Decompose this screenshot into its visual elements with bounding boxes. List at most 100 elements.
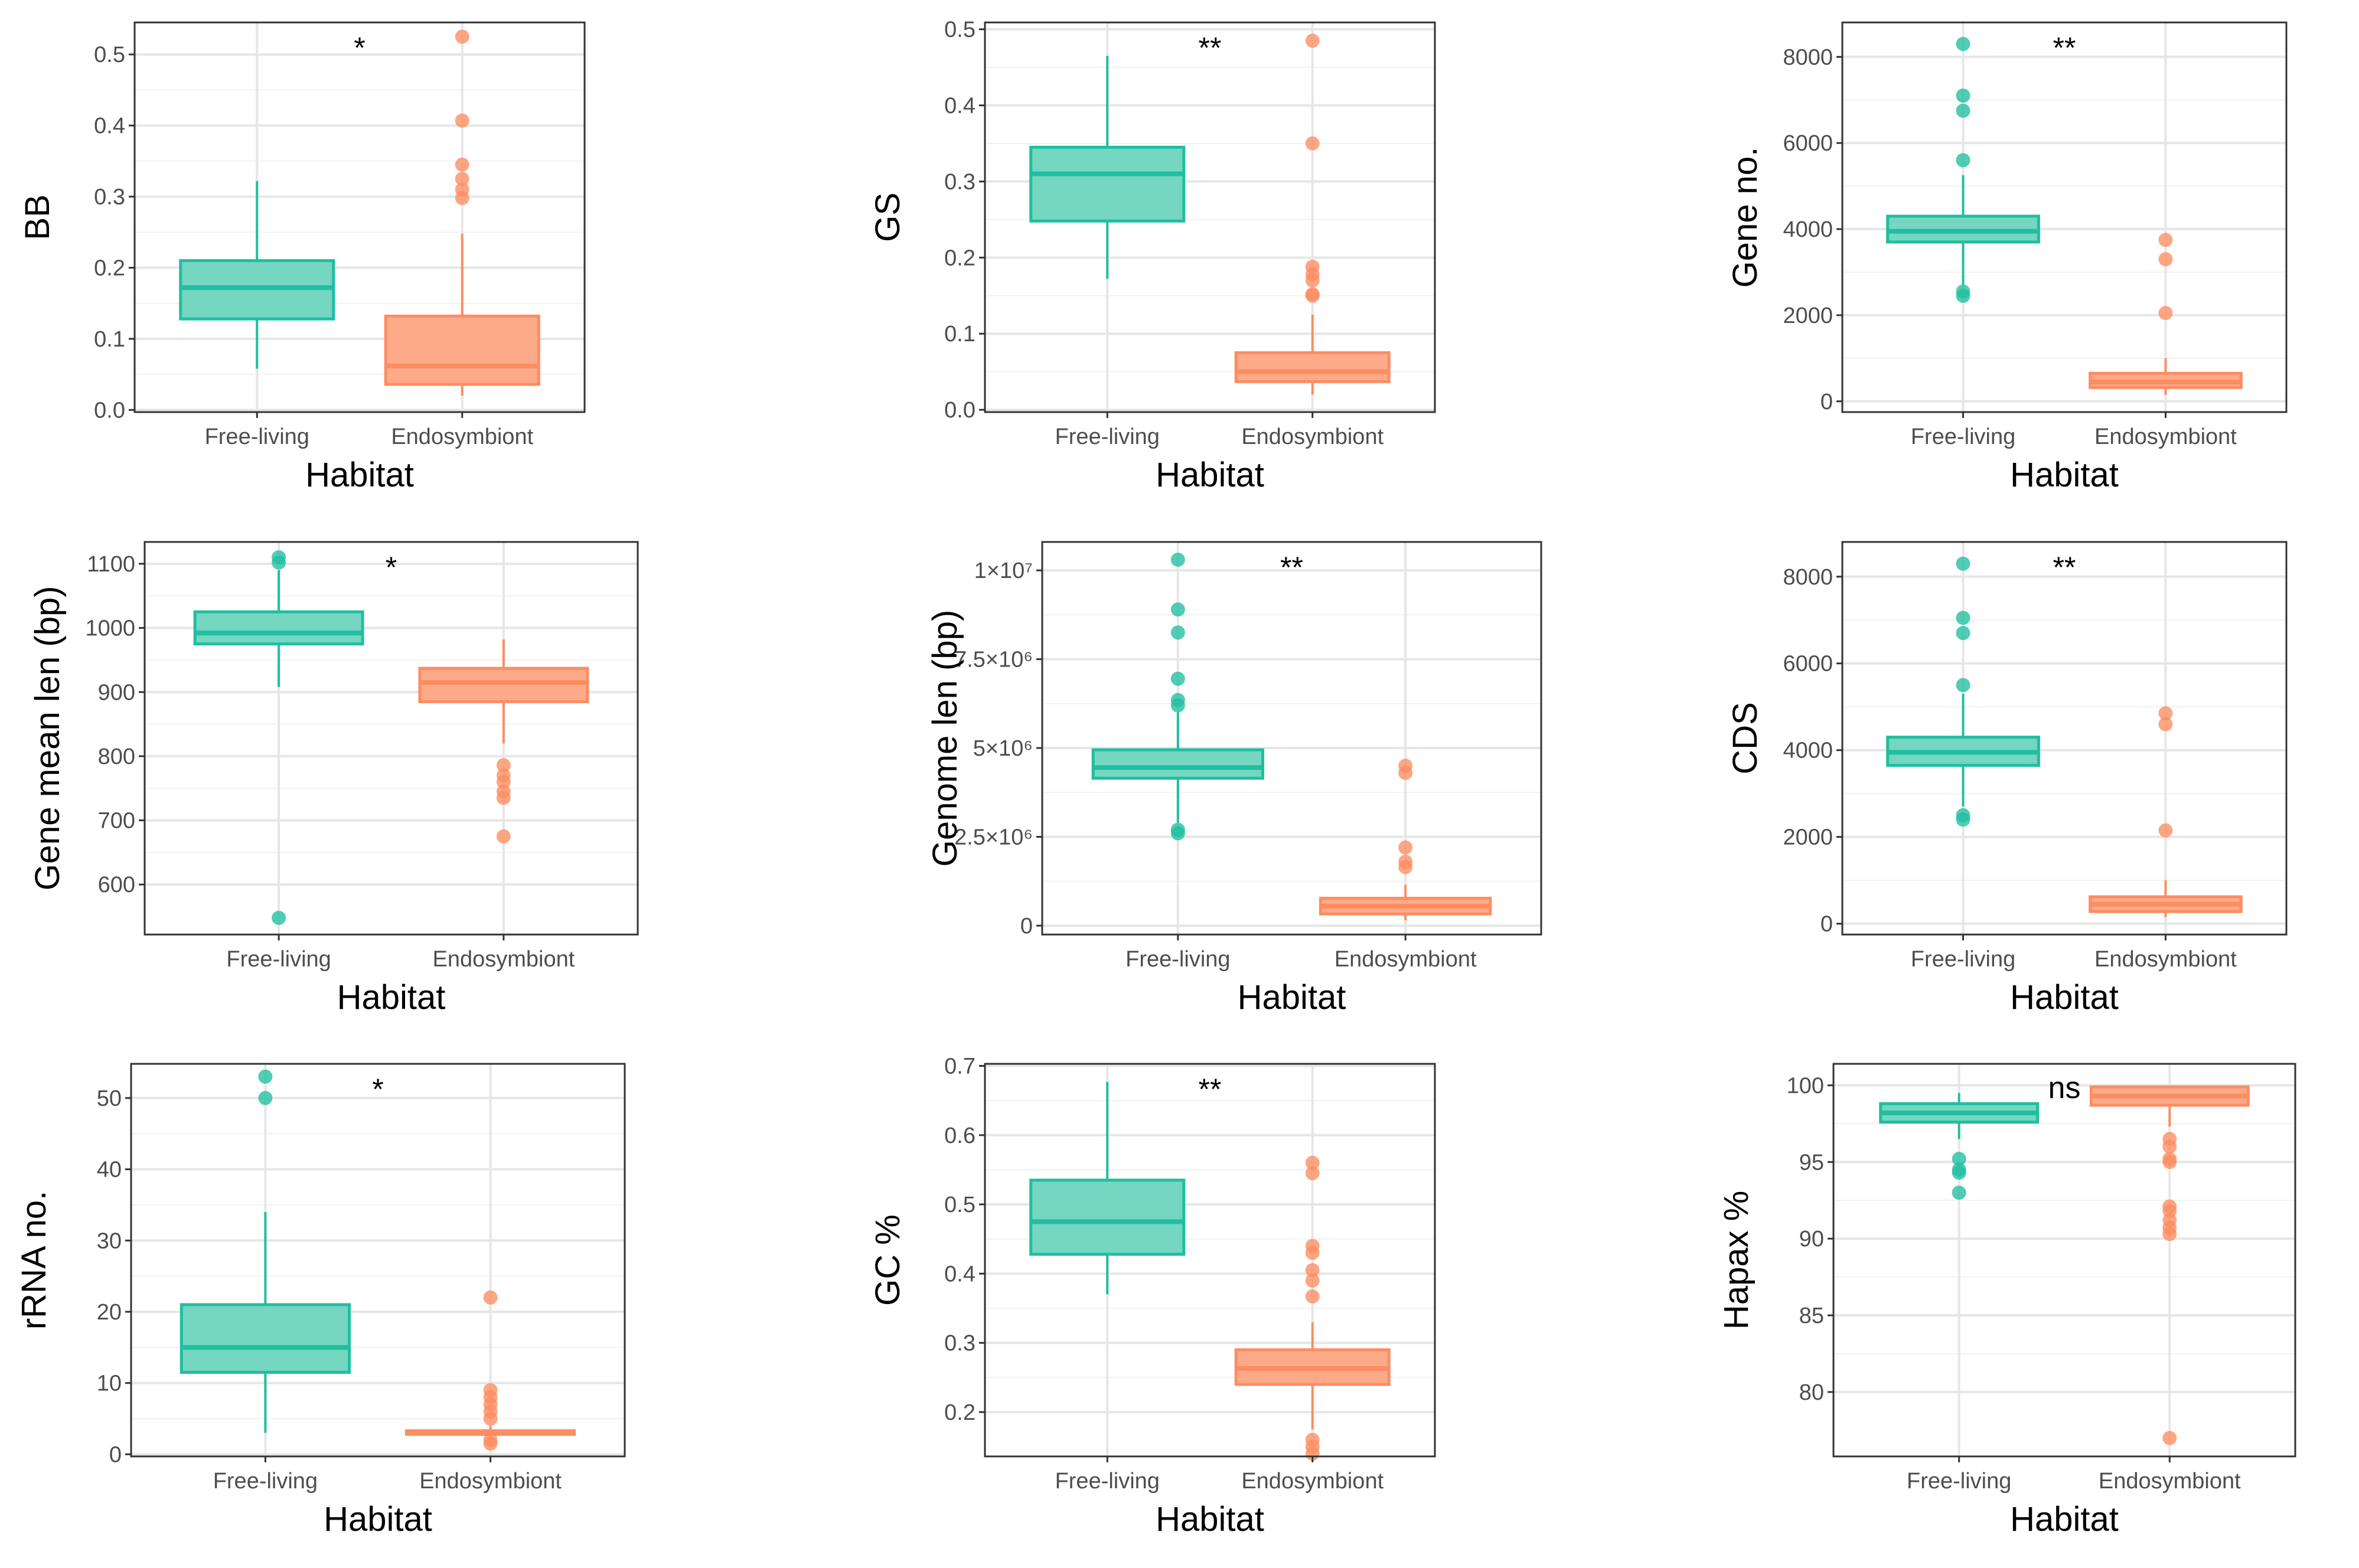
outlier-point [483, 1433, 498, 1448]
outlier-point [1305, 1432, 1320, 1447]
box-iqr [1029, 1178, 1186, 1256]
x-tick-label: Free-living [213, 1469, 318, 1494]
outlier-point [1305, 287, 1320, 302]
significance-label: ** [2053, 31, 2076, 64]
outlier-point [2158, 717, 2173, 731]
x-tick-label: Free-living [1055, 1469, 1160, 1494]
panel-border [984, 1063, 1436, 1458]
outlier-point [1952, 1185, 1966, 1200]
significance-label: * [372, 1073, 383, 1106]
x-tick-label: Endosymbiont [391, 424, 533, 449]
y-tick-label: 4000 [1783, 217, 1833, 242]
y-tick-label: 0 [1020, 914, 1033, 939]
outlier-point [2158, 306, 2173, 321]
y-tick-label: 10 [97, 1371, 122, 1396]
x-tick-label: Endosymbiont [1241, 1469, 1384, 1494]
outlier-point [2158, 252, 2173, 267]
outlier-point [1170, 602, 1185, 617]
outlier-point [1305, 1273, 1320, 1288]
outlier-point [1956, 88, 1970, 103]
y-tick-label: 0.2 [94, 256, 125, 281]
outlier-point [1305, 1239, 1320, 1253]
significance-label: ** [2053, 551, 2076, 584]
y-tick-label: 90 [1799, 1227, 1824, 1252]
box-free-living [1879, 1093, 2040, 1200]
y-tick-label: 0.6 [944, 1123, 975, 1148]
outlier-point [1956, 808, 1970, 822]
y-axis-title: rRNA no. [15, 1191, 53, 1329]
y-tick-label: 0 [109, 1442, 122, 1467]
box-iqr [418, 667, 589, 704]
box-endosymbiont [2089, 233, 2243, 395]
outlier-point [1398, 840, 1413, 855]
y-tick-label: 1×10⁷ [974, 558, 1033, 583]
panel-gs: 0.0 0.1 0.2 0.3 0.4 0.5 Free-living Endosymbion… [869, 18, 1436, 494]
outlier-point [1956, 610, 1970, 625]
panel-border [1041, 541, 1542, 936]
y-tick-label: 600 [98, 873, 135, 897]
y-tick-label: 0 [1820, 912, 1833, 937]
x-tick-label: Endosymbiont [2094, 947, 2237, 972]
significance-label: * [354, 31, 365, 64]
y-tick-label: 0.5 [944, 1193, 975, 1217]
outlier-point [1170, 553, 1185, 567]
outlier-point [1170, 671, 1185, 686]
panel-border [1832, 1063, 2296, 1458]
y-tick-label: 6000 [1783, 652, 1833, 677]
y-tick-label: 40 [97, 1158, 122, 1182]
box-free-living [180, 1069, 351, 1433]
panel-genome-len: 0 2.5×10⁶ 5×10⁶ 7.5×10⁶ 1×10⁷ Free-living Endo… [926, 541, 1542, 1017]
outlier-point [1305, 136, 1320, 151]
outlier-point [1956, 103, 1970, 118]
y-tick-label: 2000 [1783, 825, 1833, 850]
outlier-point [1956, 678, 1970, 692]
x-axis-title: Habitat [324, 1500, 432, 1538]
outlier-point [1305, 1166, 1320, 1181]
y-tick-label: 0.5 [94, 43, 125, 67]
outlier-point [483, 1383, 498, 1397]
outlier-point [1170, 822, 1185, 837]
outlier-point [1956, 37, 1970, 51]
y-tick-label: 800 [98, 744, 135, 769]
y-tick-label: 7.5×10⁶ [954, 648, 1033, 672]
box-free-living [1886, 556, 2040, 827]
box-free-living [1029, 55, 1186, 279]
y-tick-label: 8000 [1783, 565, 1833, 590]
y-tick-label: 1000 [85, 616, 135, 641]
y-tick-label: 80 [1799, 1380, 1824, 1405]
y-tick-label: 0.0 [944, 398, 975, 423]
x-tick-label: Endosymbiont [419, 1469, 562, 1494]
panel-hapax: 80 85 90 95 100 Free-living Endosymbiont Habita… [1717, 1063, 2296, 1538]
y-axis-title: CDS [1726, 702, 1764, 774]
significance-label: ns [2048, 1071, 2081, 1105]
y-tick-label: 0.1 [944, 322, 975, 347]
y-tick-label: 0.7 [944, 1054, 975, 1079]
outlier-point [1170, 692, 1185, 707]
outlier-point [455, 171, 469, 186]
y-tick-label: 0.2 [944, 246, 975, 270]
y-axis-title: Gene no. [1726, 147, 1764, 288]
outlier-point [1956, 626, 1970, 641]
outlier-point [455, 157, 469, 172]
y-axis-title: GC % [869, 1214, 907, 1306]
y-tick-label: 50 [97, 1086, 122, 1111]
y-tick-label: 8000 [1783, 45, 1833, 70]
outlier-point [1170, 625, 1185, 640]
box-iqr [1091, 748, 1264, 780]
outlier-point [455, 182, 469, 197]
outlier-point [2162, 1199, 2177, 1214]
outlier-point [455, 113, 469, 128]
outlier-point [1305, 1155, 1320, 1170]
outlier-point [1952, 1152, 1966, 1167]
y-axis-title: BB [18, 194, 57, 240]
outlier-point [1956, 153, 1970, 168]
box-iqr [180, 1303, 351, 1374]
box-free-living [1029, 1082, 1186, 1295]
box-endosymbiont [2089, 706, 2243, 917]
panel-gene-mean-len: 600 700 800 900 1000 1100 Free-living Endosymbi… [28, 541, 639, 1017]
outlier-point [1398, 759, 1413, 773]
significance-label: ** [1199, 31, 1222, 64]
y-tick-label: 900 [98, 680, 135, 705]
box-iqr [384, 314, 540, 386]
x-tick-label: Endosymbiont [432, 947, 575, 972]
